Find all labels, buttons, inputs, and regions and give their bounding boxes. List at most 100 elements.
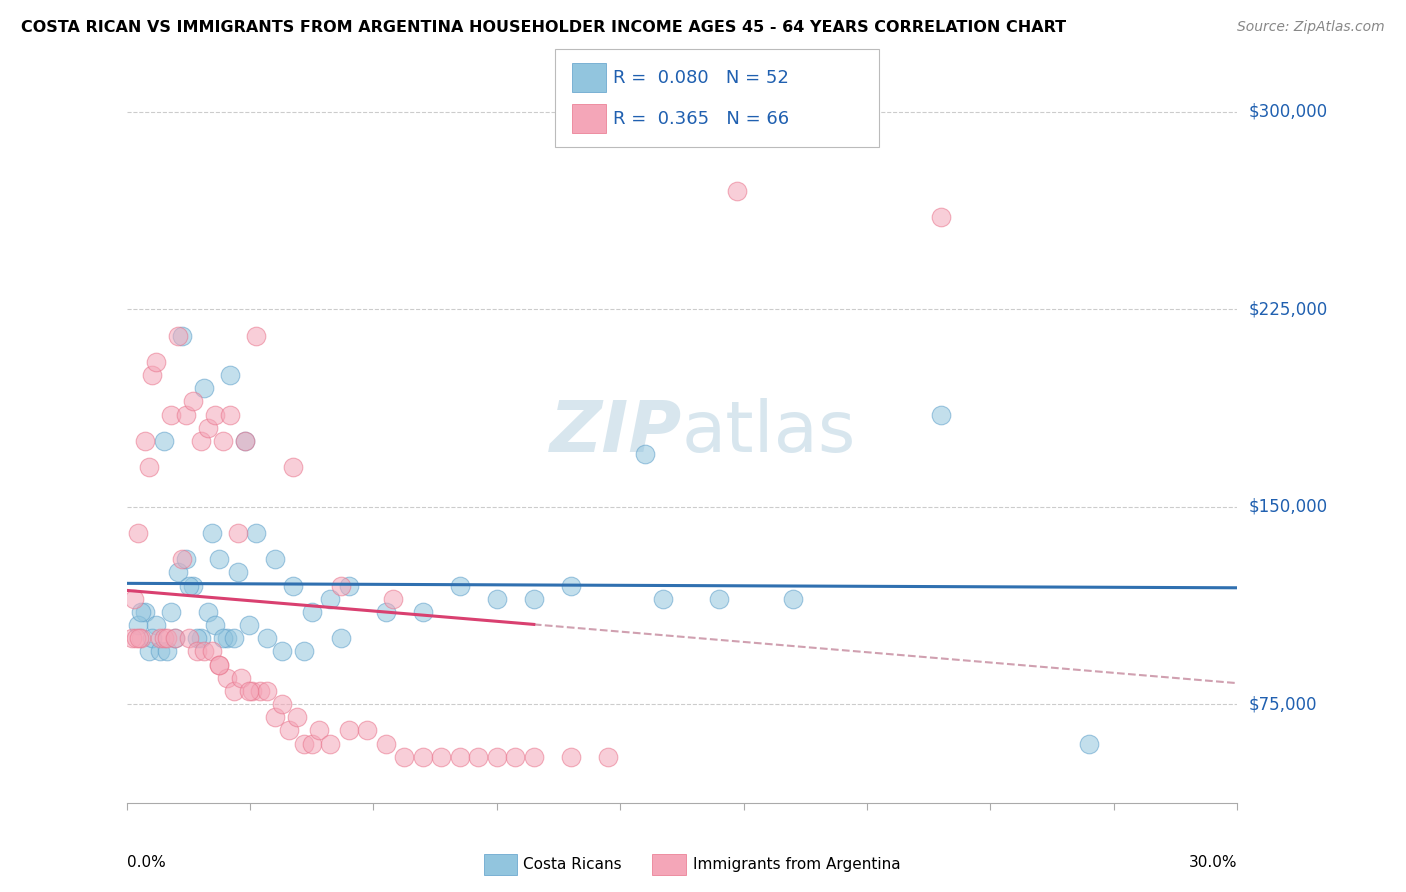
Point [337, 723, 360, 738]
Point [330, 632, 353, 646]
Point [145, 355, 167, 369]
Point [560, 579, 582, 593]
Point [449, 579, 471, 593]
Point [263, 710, 285, 724]
Text: $150,000: $150,000 [1249, 498, 1327, 516]
Point [186, 632, 208, 646]
Text: Source: ZipAtlas.com: Source: ZipAtlas.com [1237, 20, 1385, 34]
Point [256, 684, 278, 698]
Point [271, 644, 294, 658]
Point [292, 644, 315, 658]
Point [226, 566, 249, 580]
Point [160, 408, 183, 422]
Point [231, 671, 253, 685]
Point [152, 434, 174, 448]
Point [319, 591, 342, 606]
Point [167, 566, 190, 580]
Point [131, 605, 153, 619]
Text: COSTA RICAN VS IMMIGRANTS FROM ARGENTINA HOUSEHOLDER INCOME AGES 45 - 64 YEARS C: COSTA RICAN VS IMMIGRANTS FROM ARGENTINA… [21, 20, 1066, 35]
Point [174, 552, 197, 566]
Point [219, 368, 242, 382]
Point [245, 526, 267, 541]
Point [233, 434, 256, 448]
Point [134, 605, 156, 619]
Text: 30.0%: 30.0% [1189, 855, 1237, 870]
Point [211, 632, 233, 646]
Point [181, 579, 204, 593]
Point [467, 749, 489, 764]
Text: ZIP: ZIP [550, 398, 682, 467]
Text: R =  0.365   N = 66: R = 0.365 N = 66 [613, 110, 789, 128]
Point [127, 618, 149, 632]
Point [929, 408, 952, 422]
Point [127, 526, 149, 541]
Point [238, 618, 260, 632]
Point [122, 591, 145, 606]
Point [167, 328, 190, 343]
Point [172, 328, 194, 343]
Point [193, 644, 215, 658]
Point [382, 591, 405, 606]
Point [141, 632, 163, 646]
Point [163, 632, 186, 646]
Point [485, 591, 508, 606]
Point [412, 605, 434, 619]
Point [560, 749, 582, 764]
Text: R =  0.080   N = 52: R = 0.080 N = 52 [613, 69, 789, 87]
Point [929, 210, 952, 224]
Text: Costa Ricans: Costa Ricans [523, 857, 621, 871]
Point [179, 579, 201, 593]
Point [485, 749, 508, 764]
Text: $300,000: $300,000 [1249, 103, 1327, 120]
Point [219, 408, 242, 422]
Point [394, 749, 416, 764]
Point [412, 749, 434, 764]
Text: $75,000: $75,000 [1249, 695, 1317, 713]
Point [222, 632, 245, 646]
Point [215, 671, 238, 685]
Point [308, 723, 330, 738]
Point [156, 632, 179, 646]
Point [208, 657, 231, 672]
Point [204, 408, 226, 422]
Point [430, 749, 453, 764]
Point [197, 605, 219, 619]
Point [263, 552, 285, 566]
Point [256, 632, 278, 646]
Point [271, 697, 294, 711]
Text: Immigrants from Argentina: Immigrants from Argentina [693, 857, 901, 871]
Point [523, 591, 546, 606]
Point [163, 632, 186, 646]
Point [156, 644, 179, 658]
Point [172, 552, 194, 566]
Point [242, 684, 264, 698]
Point [374, 605, 396, 619]
Point [319, 737, 342, 751]
Point [1078, 737, 1101, 751]
Point [145, 618, 167, 632]
Point [125, 632, 148, 646]
Point [222, 684, 245, 698]
Point [174, 408, 197, 422]
Point [197, 420, 219, 434]
Point [179, 632, 201, 646]
Point [449, 749, 471, 764]
Point [190, 434, 212, 448]
Point [138, 460, 160, 475]
Point [330, 579, 353, 593]
Point [301, 737, 323, 751]
Point [503, 749, 526, 764]
Text: $225,000: $225,000 [1249, 301, 1327, 318]
Point [128, 632, 150, 646]
Point [727, 184, 749, 198]
Point [131, 632, 153, 646]
Point [374, 737, 396, 751]
Point [285, 710, 308, 724]
Point [149, 632, 172, 646]
Point [201, 644, 224, 658]
Point [281, 460, 305, 475]
Point [181, 394, 204, 409]
Point [356, 723, 378, 738]
Point [523, 749, 546, 764]
Point [138, 644, 160, 658]
